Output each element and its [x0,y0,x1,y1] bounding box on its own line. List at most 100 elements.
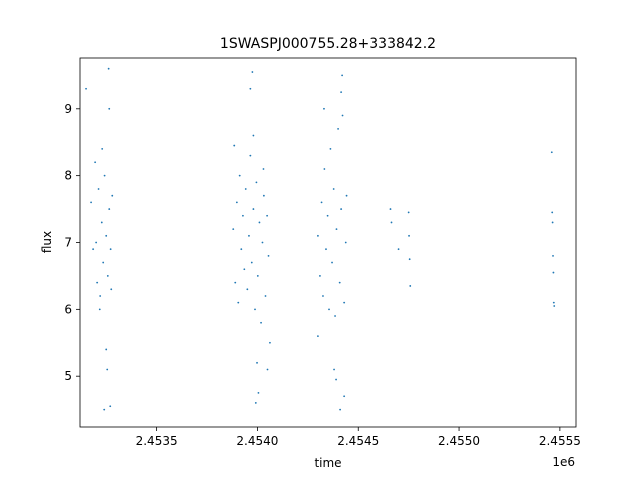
data-point [262,168,265,170]
data-point [335,378,337,381]
x-axis-label: time [314,456,341,470]
data-point [103,174,106,177]
data-point [110,288,113,291]
data-point [264,295,267,297]
data-points [85,67,556,411]
data-point [232,228,235,231]
data-point [106,368,109,371]
data-point [262,194,265,197]
data-point [111,194,114,197]
data-point [266,214,269,217]
data-point [256,361,258,364]
data-point [389,208,392,210]
data-point [252,134,255,137]
data-point [266,368,269,371]
y-tick-label: 8 [64,169,72,183]
data-point [332,188,335,190]
data-point [101,148,104,150]
data-point [258,221,261,224]
x-tick-label: 2.4545 [337,434,379,448]
data-point [335,228,338,231]
data-point [98,308,101,311]
data-point [102,261,105,264]
data-point [252,208,255,210]
x-tick-label: 2.4535 [136,434,178,448]
data-point [408,234,410,237]
data-point [343,301,346,304]
data-point [246,288,249,291]
data-point [233,144,236,147]
data-point [105,234,108,237]
chart-title: 1SWASPJ000755.28+333842.2 [220,36,436,52]
data-point [95,241,98,244]
data-point [267,254,270,257]
y-tick-label: 9 [64,102,72,116]
data-point [319,275,321,277]
data-point [260,321,262,324]
data-point [552,271,555,274]
data-point [337,127,339,130]
data-point [553,305,556,307]
data-point [323,107,325,110]
data-point [397,248,400,251]
y-tick-label: 5 [64,369,72,383]
data-point [107,67,110,70]
data-point [269,341,271,344]
data-point [334,315,336,317]
data-point [85,87,87,90]
data-point [329,148,332,150]
data-point [338,281,341,284]
data-point [254,402,257,404]
data-point [249,87,252,90]
data-point [340,208,343,210]
x-tick-label: 2.4550 [438,434,480,448]
y-axis-label: flux [40,231,54,253]
data-point [105,348,108,351]
data-point [244,188,247,190]
data-point [249,154,252,157]
data-point [99,295,102,297]
data-point [323,168,326,170]
data-point [106,275,109,277]
data-point [552,254,554,257]
data-point [92,248,95,251]
data-point [108,208,111,210]
data-point [242,214,244,217]
data-point [390,221,393,224]
data-point [261,241,264,244]
y-tick-label: 7 [64,236,72,250]
data-point [234,281,237,284]
data-point [94,161,97,164]
data-point [408,258,411,261]
data-point [333,368,335,371]
data-point [341,114,344,117]
data-point [550,151,553,154]
x-tick-label: 2.4555 [539,434,581,448]
data-point [317,234,319,237]
x-axis-offset-label: 1e6 [552,455,575,469]
data-point [100,221,103,224]
data-point [108,107,111,110]
x-tick-label: 2.4540 [236,434,278,448]
data-point [322,295,324,297]
data-point [551,211,554,214]
data-point [344,241,347,244]
data-point [238,174,241,177]
data-point [551,221,554,224]
data-point [341,74,344,77]
data-point [345,194,348,197]
data-point [407,211,410,214]
data-point [103,408,106,411]
y-axis-ticks: 5 6 7 8 9 [64,102,80,383]
data-point [331,261,333,264]
data-point [251,71,254,73]
data-point [409,285,412,287]
x-axis-ticks: 2.4535 2.4540 2.4545 2.4550 2.4555 [136,427,581,448]
data-point [109,405,112,408]
data-point [90,201,92,204]
data-point [97,188,100,190]
data-point [240,248,243,251]
